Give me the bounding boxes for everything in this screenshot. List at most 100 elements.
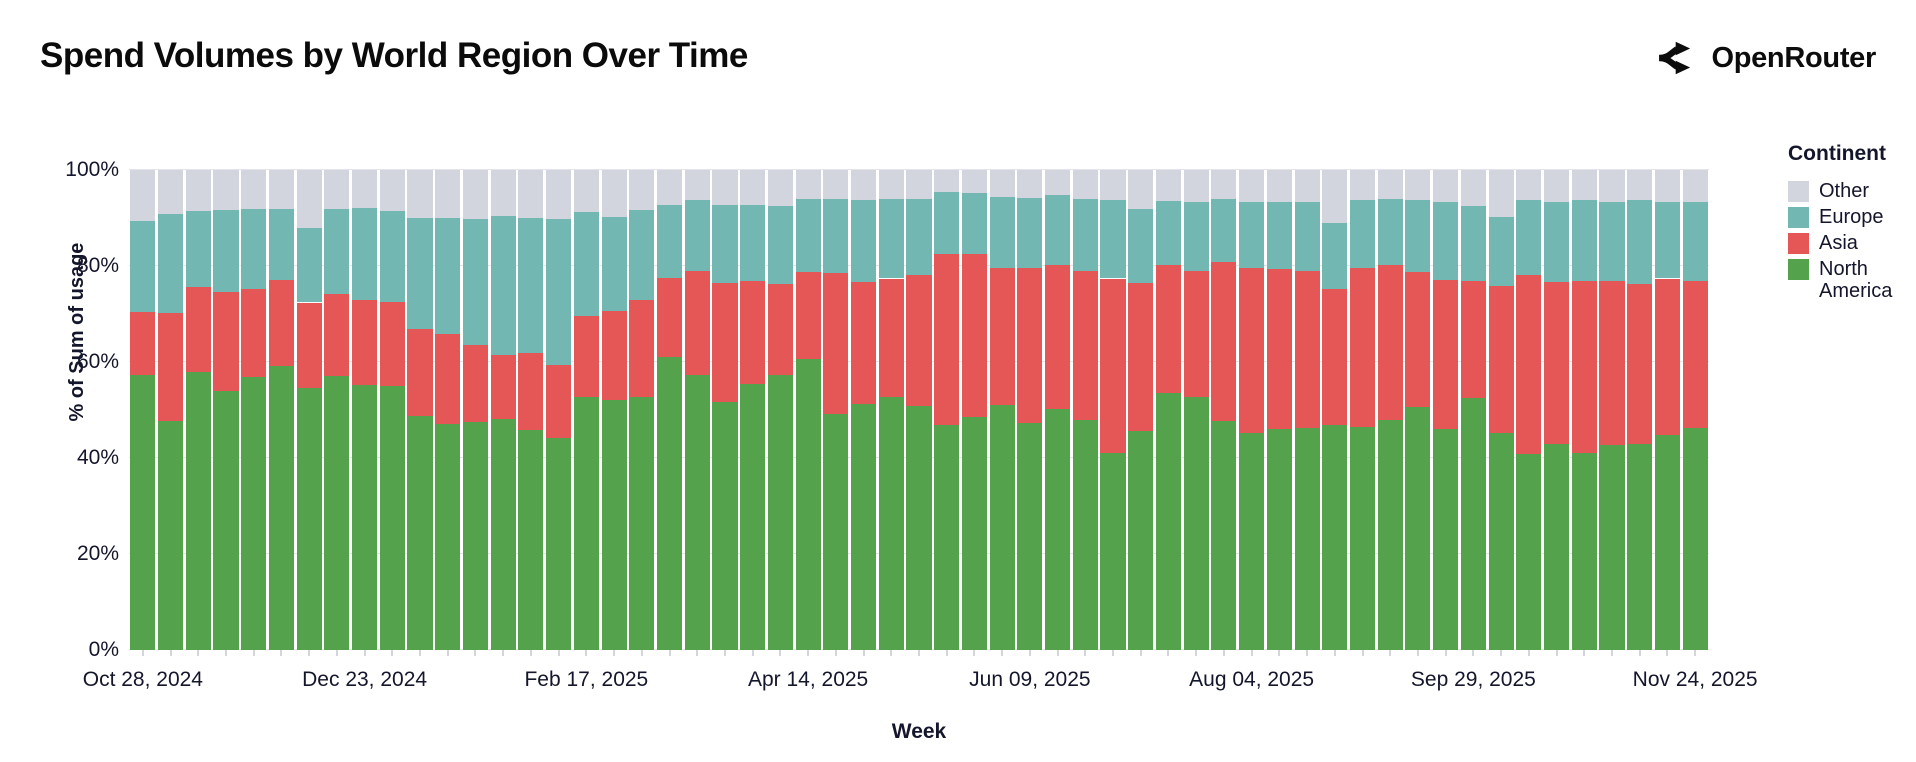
segment-north-america[interactable] xyxy=(1627,444,1653,650)
segment-asia[interactable] xyxy=(490,355,516,420)
segment-north-america[interactable] xyxy=(1377,420,1403,650)
segment-europe[interactable] xyxy=(1627,199,1653,285)
segment-asia[interactable] xyxy=(1543,281,1570,445)
segment-europe[interactable] xyxy=(1100,199,1126,279)
segment-europe[interactable] xyxy=(1433,202,1459,280)
segment-europe[interactable] xyxy=(1571,199,1597,281)
segment-asia[interactable] xyxy=(767,284,793,376)
segment-north-america[interactable] xyxy=(379,386,405,650)
bar-Sep 29, 2025[interactable] xyxy=(1460,170,1486,650)
segment-other[interactable] xyxy=(1433,170,1459,203)
segment-north-america[interactable] xyxy=(185,372,211,650)
segment-north-america[interactable] xyxy=(1266,429,1292,650)
bar-Aug 04, 2025[interactable] xyxy=(1239,170,1265,650)
segment-asia[interactable] xyxy=(185,286,211,373)
segment-asia[interactable] xyxy=(684,271,710,376)
segment-europe[interactable] xyxy=(435,217,461,334)
segment-north-america[interactable] xyxy=(1543,444,1570,650)
segment-other[interactable] xyxy=(1543,170,1570,202)
segment-other[interactable] xyxy=(1211,170,1237,199)
segment-europe[interactable] xyxy=(407,218,433,329)
segment-asia[interactable] xyxy=(158,313,184,421)
legend-item-north-america[interactable]: North America xyxy=(1788,258,1908,302)
segment-asia[interactable] xyxy=(1322,289,1348,425)
segment-other[interactable] xyxy=(1682,170,1708,202)
bar-Sep 01, 2025[interactable] xyxy=(1349,170,1376,650)
segment-north-america[interactable] xyxy=(352,384,378,650)
segment-other[interactable] xyxy=(629,170,655,210)
bar-Nov 17, 2025[interactable] xyxy=(1654,170,1680,650)
segment-other[interactable] xyxy=(1128,170,1154,209)
segment-north-america[interactable] xyxy=(767,375,793,650)
segment-europe[interactable] xyxy=(158,214,184,314)
segment-asia[interactable] xyxy=(1599,280,1625,446)
segment-europe[interactable] xyxy=(213,209,239,293)
segment-asia[interactable] xyxy=(1433,279,1459,430)
segment-asia[interactable] xyxy=(1349,267,1376,428)
segment-north-america[interactable] xyxy=(546,438,572,650)
bar-Oct 20, 2025[interactable] xyxy=(1543,170,1570,650)
segment-europe[interactable] xyxy=(185,210,211,287)
segment-other[interactable] xyxy=(740,170,766,206)
segment-other[interactable] xyxy=(213,170,239,210)
segment-asia[interactable] xyxy=(518,352,544,431)
bar-Dec 09, 2024[interactable] xyxy=(296,170,322,650)
segment-europe[interactable] xyxy=(823,199,849,273)
segment-europe[interactable] xyxy=(1543,201,1570,282)
segment-europe[interactable] xyxy=(324,209,350,295)
segment-north-america[interactable] xyxy=(1211,420,1237,650)
bar-Oct 13, 2025[interactable] xyxy=(1516,170,1542,650)
bar-Sep 15, 2025[interactable] xyxy=(1405,170,1431,650)
segment-asia[interactable] xyxy=(1405,271,1431,408)
segment-other[interactable] xyxy=(518,170,544,218)
bar-Mar 10, 2025[interactable] xyxy=(656,170,683,650)
segment-europe[interactable] xyxy=(906,199,932,276)
segment-other[interactable] xyxy=(1017,170,1043,199)
bar-Mar 17, 2025[interactable] xyxy=(684,170,710,650)
segment-other[interactable] xyxy=(1627,170,1653,200)
segment-asia[interactable] xyxy=(1682,280,1708,429)
segment-asia[interactable] xyxy=(130,312,156,376)
segment-north-america[interactable] xyxy=(435,423,461,650)
bar-Feb 03, 2025[interactable] xyxy=(518,170,544,650)
segment-north-america[interactable] xyxy=(1128,430,1154,650)
segment-europe[interactable] xyxy=(1654,202,1680,279)
segment-north-america[interactable] xyxy=(158,420,184,650)
segment-north-america[interactable] xyxy=(906,405,932,650)
segment-north-america[interactable] xyxy=(1322,424,1348,650)
segment-north-america[interactable] xyxy=(462,421,489,650)
segment-europe[interactable] xyxy=(1516,199,1542,276)
segment-europe[interactable] xyxy=(352,208,378,300)
legend-item-europe[interactable]: Europe xyxy=(1788,206,1908,228)
segment-asia[interactable] xyxy=(1294,271,1320,429)
segment-north-america[interactable] xyxy=(629,397,655,650)
segment-other[interactable] xyxy=(1294,170,1320,202)
bar-Apr 28, 2025[interactable] xyxy=(851,170,877,650)
segment-north-america[interactable] xyxy=(1488,432,1514,650)
segment-europe[interactable] xyxy=(379,211,405,303)
segment-north-america[interactable] xyxy=(823,413,849,650)
bar-Nov 04, 2024[interactable] xyxy=(158,170,184,650)
segment-other[interactable] xyxy=(1239,170,1265,202)
bar-Dec 23, 2024[interactable] xyxy=(352,170,378,650)
bar-Feb 10, 2025[interactable] xyxy=(546,170,572,650)
segment-asia[interactable] xyxy=(1460,280,1486,399)
segment-europe[interactable] xyxy=(684,199,710,272)
segment-north-america[interactable] xyxy=(684,375,710,650)
segment-asia[interactable] xyxy=(656,278,683,358)
segment-other[interactable] xyxy=(1488,170,1514,217)
segment-asia[interactable] xyxy=(435,333,461,424)
segment-other[interactable] xyxy=(268,170,294,209)
segment-asia[interactable] xyxy=(1654,278,1680,435)
legend-item-asia[interactable]: Asia xyxy=(1788,232,1908,254)
segment-asia[interactable] xyxy=(961,254,987,418)
bar-Nov 03, 2025[interactable] xyxy=(1599,170,1625,650)
bar-Jul 14, 2025[interactable] xyxy=(1155,170,1182,650)
segment-north-america[interactable] xyxy=(1571,452,1597,650)
bar-Mar 31, 2025[interactable] xyxy=(740,170,766,650)
segment-north-america[interactable] xyxy=(712,402,738,650)
segment-asia[interactable] xyxy=(1239,268,1265,434)
segment-europe[interactable] xyxy=(795,199,821,272)
segment-other[interactable] xyxy=(795,170,821,200)
segment-asia[interactable] xyxy=(352,299,378,385)
